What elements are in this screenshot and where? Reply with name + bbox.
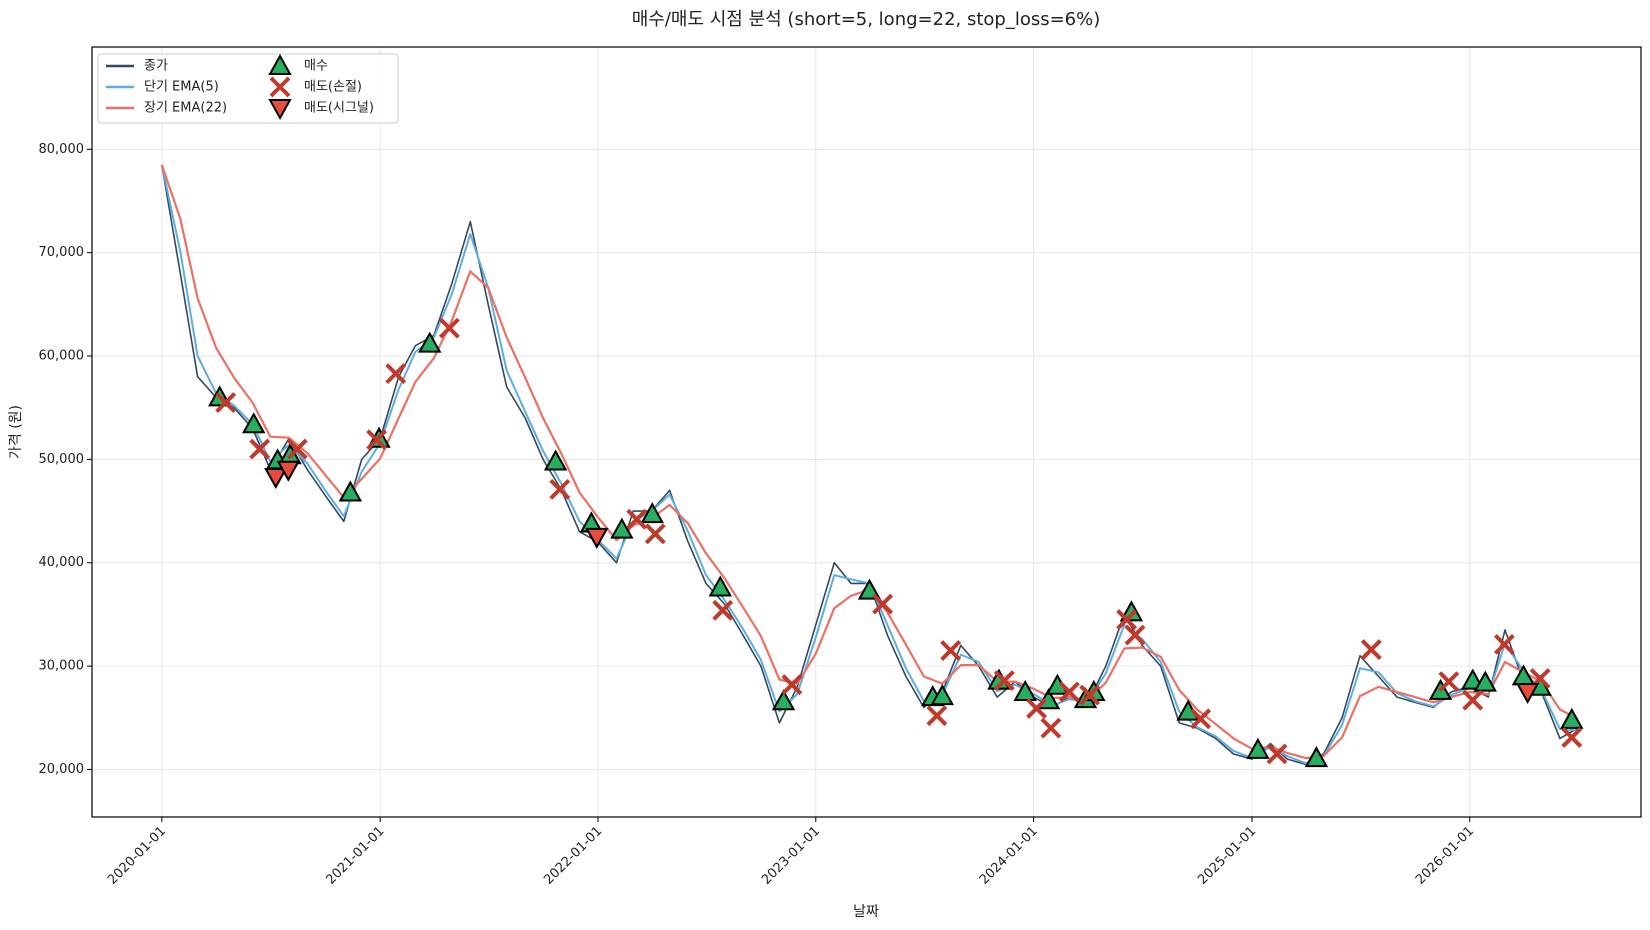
trade-marker [1246, 737, 1270, 759]
x-tick-label: 2024-01-01 [977, 824, 1041, 888]
legend-label: 단기 EMA(5) [144, 80, 219, 95]
chart-title: 매수/매도 시점 분석 (short=5, long=22, stop_loss… [632, 9, 1101, 30]
trade-marker [930, 684, 954, 706]
plot-frame [91, 46, 1642, 818]
trade-marker [1266, 743, 1288, 765]
x-tick-label: 2021-01-01 [323, 824, 387, 888]
trade-marker [771, 689, 796, 711]
trade-marker [940, 640, 962, 662]
trade-marker [549, 478, 571, 500]
trade-marker [640, 502, 664, 524]
trade-marker [1473, 670, 1497, 692]
x-tick-label: 2025-01-01 [1195, 824, 1259, 888]
x-axis-label: 날짜 [853, 904, 879, 920]
trade-marker [1040, 717, 1062, 739]
legend-swatch [268, 99, 292, 121]
trade-marker [1515, 682, 1540, 704]
trade-marker [610, 517, 634, 539]
legend-label: 종가 [144, 59, 168, 74]
trade-marker [249, 438, 271, 460]
legend-swatch [269, 76, 291, 98]
y-axis-label: 가격 (원) [8, 405, 24, 459]
trade-marker [872, 593, 894, 615]
trade-marker [626, 508, 648, 530]
trade-marker [857, 578, 882, 600]
legend-box [97, 53, 399, 124]
trade-marker [708, 575, 733, 597]
y-tick-label: 80,000 [39, 142, 85, 157]
legend-label: 매도(손절) [304, 80, 362, 95]
trade-marker [1461, 668, 1485, 690]
x-tick-label: 2020-01-01 [105, 824, 169, 888]
y-tick-label: 50,000 [39, 452, 85, 467]
trade-marker [1026, 698, 1047, 719]
legend-label: 매수 [304, 59, 328, 74]
trade-marker [286, 438, 308, 460]
trade-marker [264, 467, 288, 490]
trade-marker [1116, 609, 1138, 631]
trade-marker [385, 363, 407, 385]
trade-marker [926, 705, 948, 727]
y-tick-label: 20,000 [39, 762, 85, 777]
x-tick-label: 2022-01-01 [541, 824, 605, 888]
y-tick-label: 60,000 [39, 349, 85, 364]
trade-marker [1438, 671, 1460, 693]
legend-label: 매도(시그널) [304, 101, 374, 116]
trade-marker [338, 480, 363, 502]
trade-marker [543, 449, 568, 471]
trade-marker [1360, 639, 1382, 660]
y-tick-label: 40,000 [39, 555, 85, 570]
legend-swatch [268, 53, 292, 75]
trade-marker [276, 460, 301, 482]
trade-marker [439, 317, 460, 339]
trade-marker [242, 412, 266, 434]
trade-marker [366, 429, 388, 451]
trade-marker [1013, 679, 1037, 701]
y-tick-label: 30,000 [39, 659, 85, 674]
trade-marker [712, 599, 734, 621]
trade-marker [1493, 633, 1515, 655]
grid [92, 47, 1641, 817]
trade-marker [993, 670, 1015, 691]
trade-marker [781, 674, 803, 696]
legend-label: 장기 EMA(22) [144, 101, 227, 116]
trade-marker [1058, 681, 1080, 703]
trade-marker [1304, 746, 1329, 768]
trade-marker [1190, 708, 1212, 730]
x-tick-label: 2026-01-01 [1413, 824, 1477, 888]
trade-marker [215, 392, 237, 413]
x-tick-label: 2023-01-01 [759, 824, 823, 888]
trade-marker [644, 523, 666, 545]
trade-marker [1561, 727, 1583, 748]
trade-marker [585, 527, 609, 549]
trade-marker [1462, 689, 1484, 711]
y-tick-label: 70,000 [39, 245, 85, 260]
trade-marker [1079, 684, 1101, 706]
trade-marker [1124, 624, 1146, 646]
trade-marker [1119, 600, 1144, 622]
trade-marker [1560, 707, 1584, 729]
trade-marker [418, 331, 442, 353]
